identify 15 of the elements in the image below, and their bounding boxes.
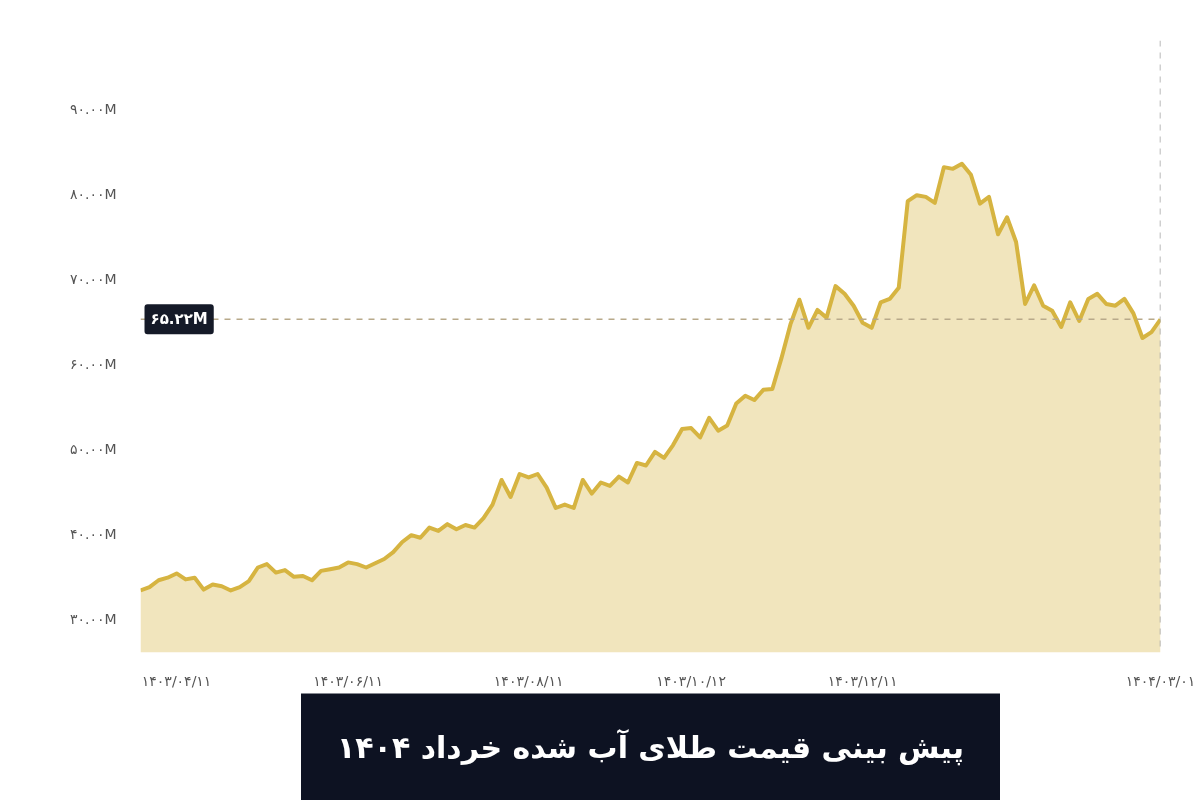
x-tick-label: ۱۴۰۴/۰۳/۰۱ — [1125, 672, 1196, 689]
y-tick-label: ۹۰.۰۰M — [69, 100, 117, 117]
x-tick-label: ۱۴۰۳/۰۴/۱۱ — [141, 672, 212, 689]
x-tick-label: ۱۴۰۳/۱۰/۱۲ — [656, 672, 726, 689]
y-tick-label: ۷۰.۰۰M — [69, 270, 117, 287]
y-tick-label: ۵۰.۰۰M — [69, 440, 117, 457]
x-tick-label: ۱۴۰۳/۱۲/۱۱ — [827, 672, 898, 689]
text: پیش بینی قیمت طلای آب شده خرداد ۱۴۰۴ — [337, 728, 965, 766]
y-tick-label: ۸۰.۰۰M — [69, 185, 117, 202]
ref-line-label: ۶۵.۲۲M — [150, 310, 208, 329]
x-tick-label: ۱۴۰۳/۰۶/۱۱ — [313, 672, 383, 689]
x-tick-label: ۱۴۰۳/۰۸/۱۱ — [493, 672, 564, 689]
y-tick-label: ۳۰.۰۰M — [69, 610, 117, 627]
y-tick-label: ۴۰.۰۰M — [69, 525, 117, 542]
y-tick-label: ۶۰.۰۰M — [69, 355, 117, 372]
